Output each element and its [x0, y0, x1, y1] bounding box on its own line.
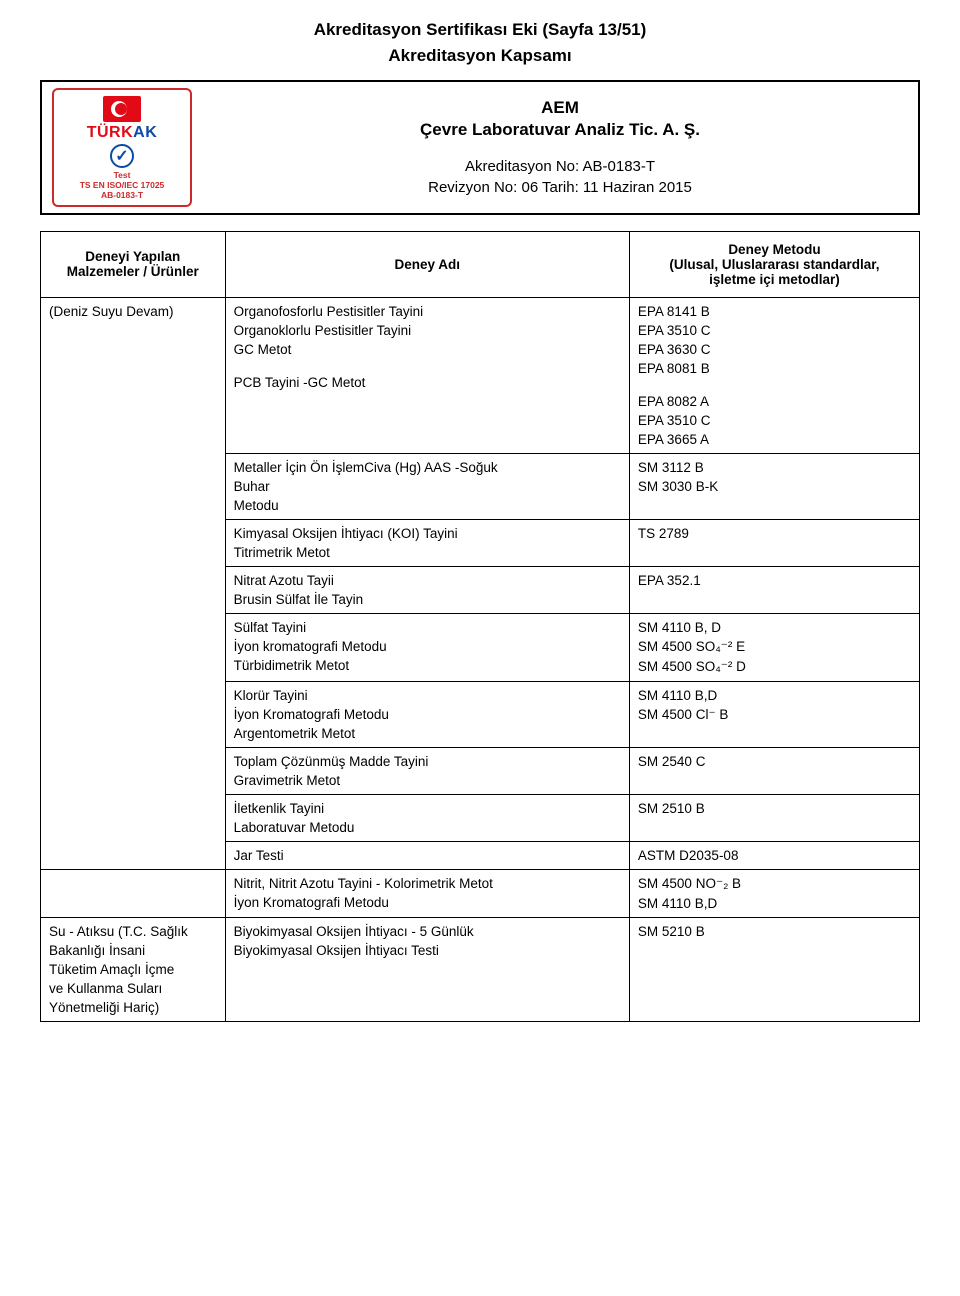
revision-line: Revizyon No: 06 Tarih: 11 Haziran 2015: [212, 179, 908, 196]
test-cell: Nitrat Azotu Tayii Brusin Sülfat İle Tay…: [225, 566, 629, 613]
method-cell: SM 4110 B, D SM 4500 SO₄⁻² E SM 4500 SO₄…: [629, 613, 919, 681]
test-cell: Nitrit, Nitrit Azotu Tayini - Kolorimetr…: [225, 869, 629, 917]
logo-cell: TÜRKAK ✓ Test TS EN ISO/IEC 17025 AB-018…: [42, 82, 202, 213]
method-cell: SM 3112 B SM 3030 B-K: [629, 453, 919, 519]
scope-table: Deneyi Yapılan Malzemeler / Ürünler Dene…: [40, 231, 920, 1022]
method-cell: SM 4110 B,D SM 4500 Cl⁻ B: [629, 681, 919, 747]
logo-sub-1: Test: [58, 170, 186, 180]
turkak-logo: TÜRKAK ✓ Test TS EN ISO/IEC 17025 AB-018…: [52, 88, 192, 207]
turkey-flag-icon: [103, 96, 141, 122]
logo-brand: TÜRKAK: [58, 124, 186, 142]
brand-part-1: TÜRK: [87, 124, 133, 141]
logo-sub-3: AB-0183-T: [58, 190, 186, 200]
test-cell: Toplam Çözünmüş Madde Tayini Gravimetrik…: [225, 747, 629, 794]
page: Akreditasyon Sertifikası Eki (Sayfa 13/5…: [0, 0, 960, 1042]
col-header-materials: Deneyi Yapılan Malzemeler / Ürünler: [41, 231, 226, 297]
method-cell: SM 5210 B: [629, 917, 919, 1021]
logo-sub-2: TS EN ISO/IEC 17025: [58, 180, 186, 190]
logo-subtext: Test TS EN ISO/IEC 17025 AB-0183-T: [58, 170, 186, 201]
method-cell: SM 4500 NO⁻₂ B SM 4110 B,D: [629, 869, 919, 917]
method-cell: SM 2540 C: [629, 747, 919, 794]
banner: TÜRKAK ✓ Test TS EN ISO/IEC 17025 AB-018…: [40, 80, 920, 215]
method-cell: ASTM D2035-08: [629, 841, 919, 869]
table-row: Su - Atıksu (T.C. Sağlık Bakanlığı İnsan…: [41, 917, 920, 1021]
method-cell: SM 2510 B: [629, 794, 919, 841]
table-row: (Deniz Suyu Devam) Organofosforlu Pestis…: [41, 297, 920, 453]
table-row: Nitrit, Nitrit Azotu Tayini - Kolorimetr…: [41, 869, 920, 917]
method-cell: TS 2789: [629, 519, 919, 566]
header-line-1: Akreditasyon Sertifikası Eki (Sayfa 13/5…: [40, 20, 920, 40]
table-header-row: Deneyi Yapılan Malzemeler / Ürünler Dene…: [41, 231, 920, 297]
org-name-1: AEM: [212, 98, 908, 118]
header-line-2: Akreditasyon Kapsamı: [40, 46, 920, 66]
method-cell: EPA 8141 B EPA 3510 C EPA 3630 C EPA 808…: [629, 297, 919, 453]
test-cell: Biyokimyasal Oksijen İhtiyacı - 5 Günlük…: [225, 917, 629, 1021]
material-cell-blank: [41, 869, 226, 917]
logo-top-row: [58, 96, 186, 122]
test-cell: Metaller İçin Ön İşlemCiva (Hg) AAS -Soğ…: [225, 453, 629, 519]
method-cell: EPA 352.1: [629, 566, 919, 613]
accreditation-no: Akreditasyon No: AB-0183-T: [212, 158, 908, 175]
banner-right: AEM Çevre Laboratuvar Analiz Tic. A. Ş. …: [202, 82, 918, 213]
test-cell: Jar Testi: [225, 841, 629, 869]
material-cell-1: (Deniz Suyu Devam): [41, 297, 226, 869]
test-cell: İletkenlik Tayini Laboratuvar Metodu: [225, 794, 629, 841]
test-cell: Sülfat Tayini İyon kromatografi Metodu T…: [225, 613, 629, 681]
test-cell: Organofosforlu Pestisitler Tayini Organo…: [225, 297, 629, 453]
org-name-2: Çevre Laboratuvar Analiz Tic. A. Ş.: [212, 120, 908, 140]
page-header: Akreditasyon Sertifikası Eki (Sayfa 13/5…: [40, 20, 920, 66]
col-header-method: Deney Metodu (Ulusal, Uluslararası stand…: [629, 231, 919, 297]
brand-part-2: AK: [133, 124, 157, 141]
test-cell: Kimyasal Oksijen İhtiyacı (KOI) Tayini T…: [225, 519, 629, 566]
col-header-test: Deney Adı: [225, 231, 629, 297]
test-cell: Klorür Tayini İyon Kromatografi Metodu A…: [225, 681, 629, 747]
checkmark-icon: ✓: [110, 144, 134, 168]
material-cell-2: Su - Atıksu (T.C. Sağlık Bakanlığı İnsan…: [41, 917, 226, 1021]
